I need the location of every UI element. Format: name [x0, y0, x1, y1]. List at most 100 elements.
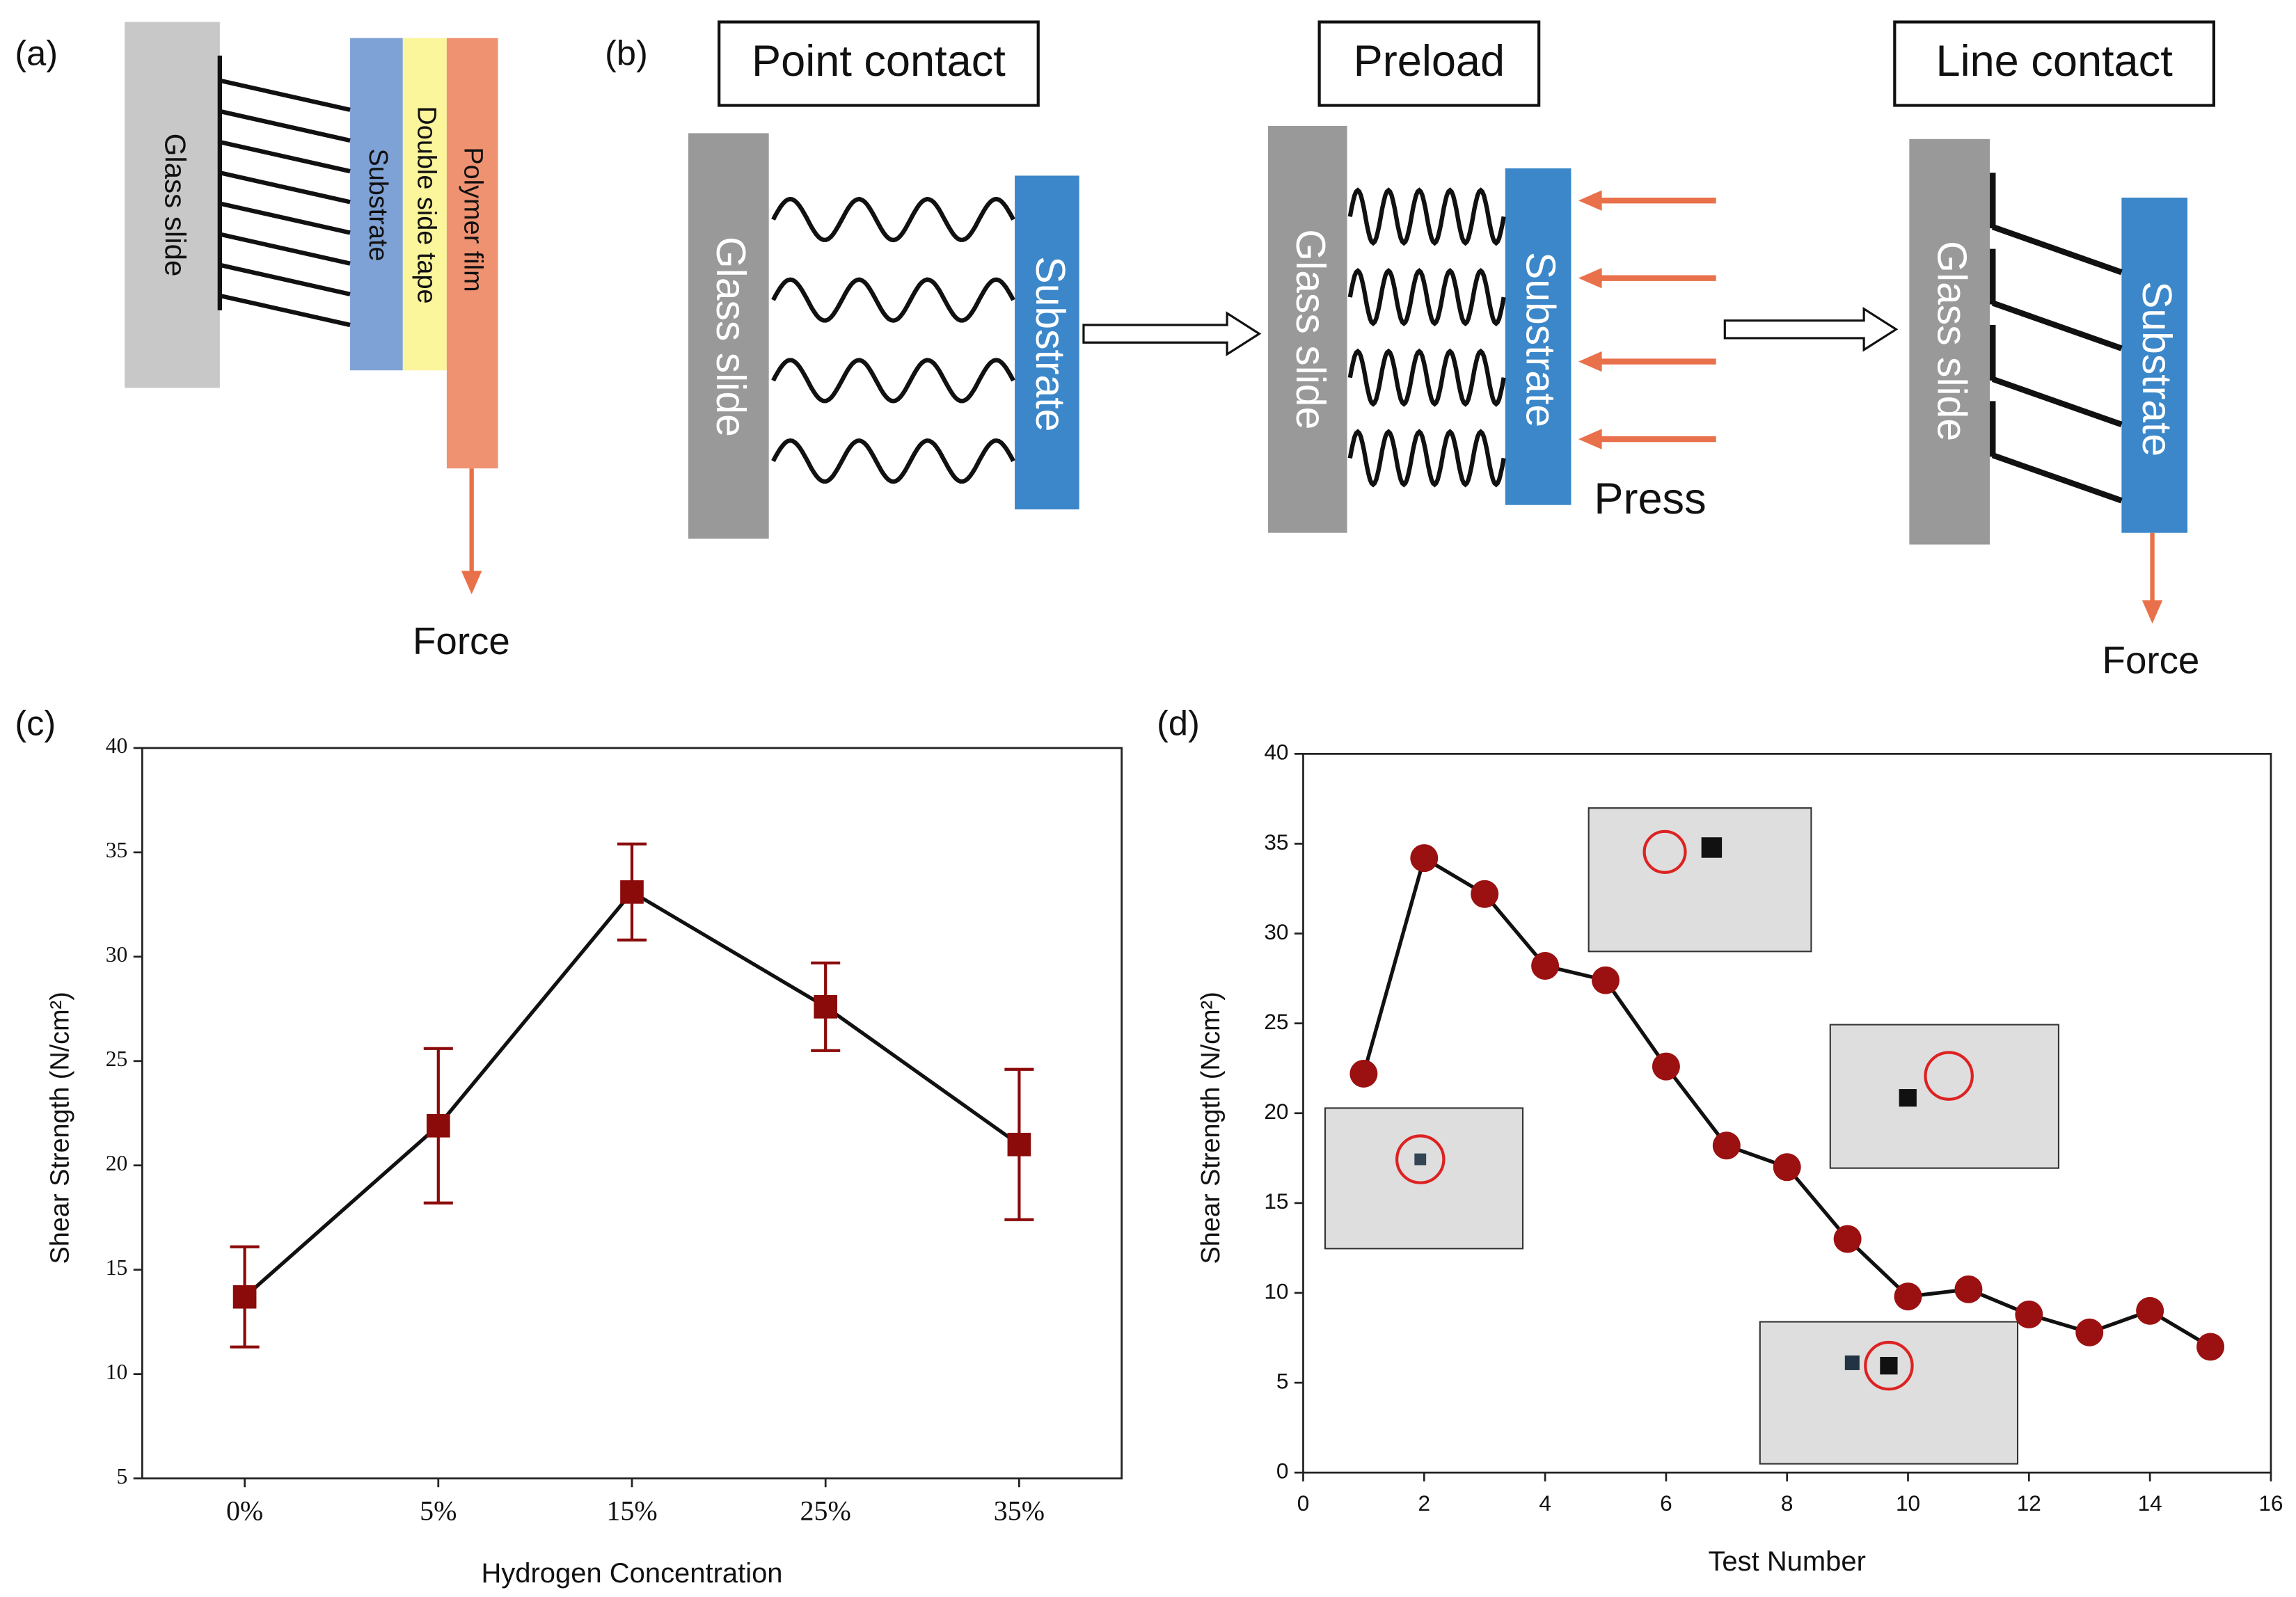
glass-slide — [1267, 125, 1347, 533]
sample — [1844, 1355, 1860, 1370]
marker — [2075, 1318, 2104, 1346]
arrow-head — [461, 571, 482, 595]
marker — [1349, 1059, 1378, 1088]
line-contacts — [1990, 173, 2123, 504]
title-box — [1317, 20, 1541, 107]
highlight — [1395, 1134, 1446, 1184]
y-tick-label: 35 — [106, 838, 128, 862]
arrow-head — [1578, 429, 1602, 450]
x-tick-label: 10 — [1896, 1491, 1920, 1516]
substrate — [1015, 175, 1079, 510]
substrate — [350, 38, 403, 371]
sample — [1880, 1357, 1898, 1375]
wave — [771, 358, 1015, 404]
label: Double side tape — [411, 106, 441, 303]
label: Substrate — [2134, 281, 2179, 456]
glass-slide — [1909, 138, 1990, 545]
marker — [1471, 880, 1499, 908]
y-tick-label: 20 — [106, 1151, 128, 1175]
x-tick-label: 4 — [1539, 1491, 1551, 1516]
label: Press — [1594, 475, 1706, 523]
x-tick-label: 15% — [606, 1495, 657, 1526]
title-box — [1893, 20, 2216, 107]
wave — [1347, 187, 1506, 246]
marker — [1531, 952, 1560, 980]
hair — [219, 139, 351, 174]
y-tick-label: 40 — [106, 733, 128, 758]
sample — [1899, 1089, 1917, 1107]
hair — [219, 78, 351, 112]
marker — [1712, 1131, 1741, 1160]
arrow-head — [1578, 351, 1602, 372]
marker — [2196, 1333, 2225, 1361]
panel-label: (c) — [15, 704, 56, 743]
photo-insets — [1324, 807, 2059, 1465]
x-tick-label: 0 — [1297, 1491, 1310, 1516]
diagram-a: Glass slide Substrate Double side tape P… — [125, 22, 510, 662]
y-tick-label: 10 — [106, 1360, 128, 1384]
contact-line — [1991, 376, 2123, 428]
hair — [219, 170, 351, 205]
sample — [1414, 1153, 1427, 1166]
y-tick-label: 25 — [106, 1047, 128, 1071]
wave — [1347, 268, 1506, 327]
y-tick-label: 15 — [106, 1255, 128, 1280]
label: Glass slide — [159, 134, 191, 277]
arrow-head — [1578, 190, 1602, 211]
contact-line — [1991, 452, 2123, 504]
panel-label: (d) — [1157, 704, 1200, 743]
hollow-arrow — [1082, 311, 1262, 356]
marker — [1592, 966, 1620, 994]
stage-title: Line contact — [1935, 37, 2173, 86]
photo — [1588, 807, 1812, 953]
photo — [1324, 1107, 1524, 1250]
panel-label: (a) — [15, 33, 58, 72]
x-tick-label: 8 — [1781, 1491, 1794, 1516]
marker — [2015, 1300, 2043, 1328]
marker — [232, 1285, 257, 1309]
glass-slide — [688, 133, 769, 539]
y-tick-label: 5 — [1276, 1368, 1289, 1393]
marker — [1652, 1052, 1680, 1081]
arrow-head — [1578, 267, 1602, 289]
highlight — [1864, 1340, 1914, 1391]
x-tick-label: 16 — [2258, 1491, 2283, 1516]
y-tick-label: 20 — [1264, 1099, 1288, 1124]
title-box — [718, 20, 1040, 107]
hair — [219, 293, 351, 328]
tape — [402, 38, 447, 371]
stage-title: Preload — [1354, 37, 1505, 86]
y-tick-label: 30 — [1264, 919, 1288, 944]
waves — [771, 187, 1506, 488]
y-tick-label: 5 — [117, 1464, 128, 1488]
label: Substrate — [363, 148, 393, 261]
diagram-b: Point contact Glass slide Substrate Prel… — [688, 20, 2216, 681]
label: Glass slide — [708, 237, 753, 437]
marker — [1410, 844, 1439, 873]
wave — [1347, 429, 1506, 488]
x-axis-label: Hydrogen Concentration — [481, 1558, 782, 1589]
x-tick-label: 0% — [226, 1495, 263, 1526]
marker — [1954, 1275, 1983, 1303]
wave — [771, 196, 1015, 243]
x-tick-label: 35% — [994, 1495, 1045, 1526]
y-tick-label: 40 — [1264, 740, 1288, 765]
label: Polymer film — [459, 147, 488, 292]
photo — [1829, 1024, 2059, 1169]
label: Glass slide — [1288, 229, 1333, 429]
wave — [771, 438, 1015, 484]
substrate — [1505, 168, 1571, 505]
y-tick-label: 30 — [106, 942, 128, 967]
hairs — [219, 78, 351, 328]
sample — [1701, 837, 1723, 858]
y-tick-label: 10 — [1264, 1278, 1288, 1303]
stage-title: Point contact — [752, 37, 1006, 86]
label: Substrate — [1027, 256, 1072, 431]
x-tick-label: 14 — [2138, 1491, 2162, 1516]
x-tick-label: 5% — [420, 1495, 457, 1526]
hair — [219, 232, 351, 266]
polymer-film — [446, 38, 498, 469]
y-tick-label: 35 — [1264, 829, 1288, 855]
